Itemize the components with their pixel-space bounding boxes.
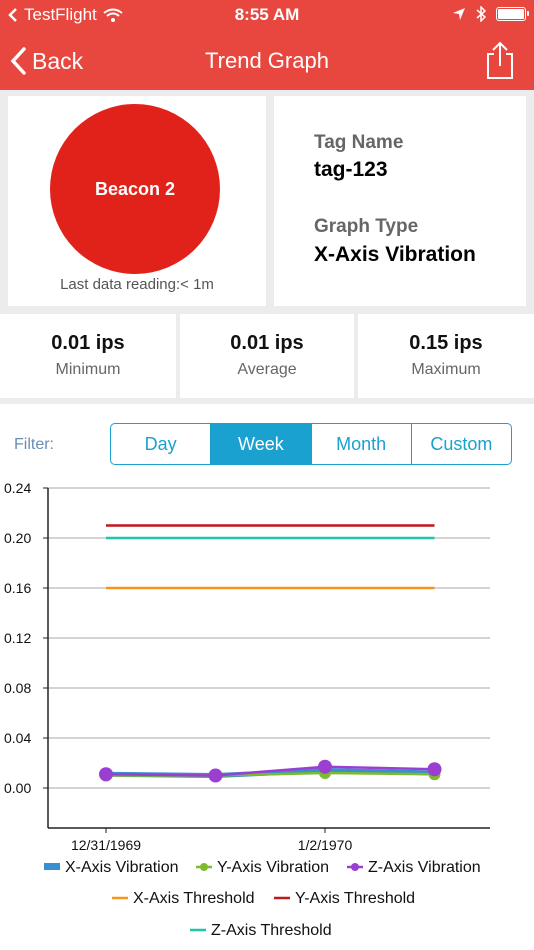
data-point xyxy=(318,759,332,774)
stat-maximum-label: Maximum xyxy=(411,361,481,378)
back-label: Back xyxy=(32,47,84,74)
stat-average-value: 0.01 ips xyxy=(230,332,304,354)
graph-type-value: X-Axis Vibration xyxy=(314,243,476,266)
page-title: Trend Graph xyxy=(205,48,329,73)
share-icon xyxy=(487,41,513,79)
legend-label: Y-Axis Threshold xyxy=(295,890,415,907)
filter-segmented-control: Day Week Month Custom xyxy=(110,423,512,465)
status-time: 8:55 AM xyxy=(234,5,300,24)
data-point xyxy=(99,767,113,782)
legend-label: X-Axis Vibration xyxy=(65,859,179,876)
legend-label: X-Axis Threshold xyxy=(133,890,255,907)
beacon-circle[interactable]: Beacon 2 xyxy=(50,104,220,274)
location-arrow-icon xyxy=(453,8,465,20)
filter-custom-button[interactable]: Custom xyxy=(430,433,493,454)
battery-icon xyxy=(496,7,529,21)
chevron-left-small-icon xyxy=(8,8,17,22)
y-tick-label: 0.24 xyxy=(4,480,31,496)
legend-label: Y-Axis Vibration xyxy=(217,859,329,876)
legend-marker xyxy=(200,863,208,871)
wifi-icon xyxy=(103,8,123,22)
stat-average-label: Average xyxy=(237,361,297,378)
y-tick-label: 0.16 xyxy=(4,580,31,596)
series-line xyxy=(105,765,435,777)
chevron-left-icon xyxy=(10,47,26,75)
legend-swatch xyxy=(44,863,60,870)
beacon-card: Beacon 2 Last data reading:< 1m xyxy=(8,96,266,306)
share-button[interactable] xyxy=(484,40,516,80)
filter-label: Filter: xyxy=(14,436,54,453)
chart-grid xyxy=(48,487,490,789)
legend-item: Z-Axis Threshold xyxy=(190,922,332,939)
y-tick-label: 0.00 xyxy=(4,780,31,796)
back-button[interactable]: Back xyxy=(10,44,83,78)
status-left: TestFlight xyxy=(8,5,123,25)
last-reading-text: Last data reading:< 1m xyxy=(60,276,214,293)
stat-maximum-card: 0.15 ips Maximum xyxy=(358,314,534,398)
chart-legend: X-Axis Vibration Y-Axis Vibration Z-Axis V… xyxy=(44,859,481,939)
legend-item: X-Axis Threshold xyxy=(112,890,255,907)
y-tick-label: 0.04 xyxy=(4,730,31,746)
y-tick-label: 0.20 xyxy=(4,530,31,546)
y-tick-label: 0.08 xyxy=(4,680,31,696)
filter-day-button[interactable]: Day xyxy=(111,424,212,464)
carrier-label: TestFlight xyxy=(24,5,97,24)
stat-minimum-label: Minimum xyxy=(55,361,121,378)
tag-name-label: Tag Name xyxy=(314,132,404,153)
nav-bar: Back Trend Graph xyxy=(0,32,534,90)
data-point xyxy=(208,768,223,783)
x-tick-label: 12/31/1969 xyxy=(71,837,141,853)
tag-info-card: Tag Name tag-123 Graph Type X-Axis Vibra… xyxy=(274,96,526,306)
stat-maximum-value: 0.15 ips xyxy=(409,332,483,354)
x-tick-label: 1/2/1970 xyxy=(298,837,353,853)
beacon-name: Beacon 2 xyxy=(94,178,176,199)
status-right xyxy=(452,6,529,22)
chart-series xyxy=(99,524,442,783)
stat-minimum-card: 0.01 ips Minimum xyxy=(0,314,176,398)
graph-type-label: Graph Type xyxy=(314,216,419,237)
legend-item: Y-Axis Vibration xyxy=(196,859,329,876)
filter-week-button[interactable]: Week xyxy=(211,424,312,464)
legend-item: Z-Axis Vibration xyxy=(347,859,481,876)
data-point xyxy=(427,762,442,777)
status-bar: TestFlight 8:55 AM xyxy=(0,0,534,32)
legend-label: Z-Axis Vibration xyxy=(368,859,481,876)
stat-average-card: 0.01 ips Average xyxy=(180,314,354,398)
legend-label: Z-Axis Threshold xyxy=(211,922,332,939)
y-tick-label: 0.12 xyxy=(4,630,31,646)
legend-item: Y-Axis Threshold xyxy=(274,890,415,907)
chart-axes: 0.00 0.04 0.08 0.12 0.16 0.20 0.24 12/31/1969 1/… xyxy=(4,480,490,853)
trend-chart: 0.00 0.04 0.08 0.12 0.16 0.20 0.24 12/31/1969 1/… xyxy=(4,480,490,939)
bluetooth-icon xyxy=(476,6,486,22)
filter-month-button[interactable]: Month xyxy=(312,424,412,464)
legend-marker xyxy=(351,863,359,871)
graph-section: Filter: Day Week Month Custom xyxy=(0,404,534,950)
tag-name-value: tag-123 xyxy=(314,158,388,181)
stat-minimum-value: 0.01 ips xyxy=(51,332,125,354)
legend-item: X-Axis Vibration xyxy=(44,859,179,876)
